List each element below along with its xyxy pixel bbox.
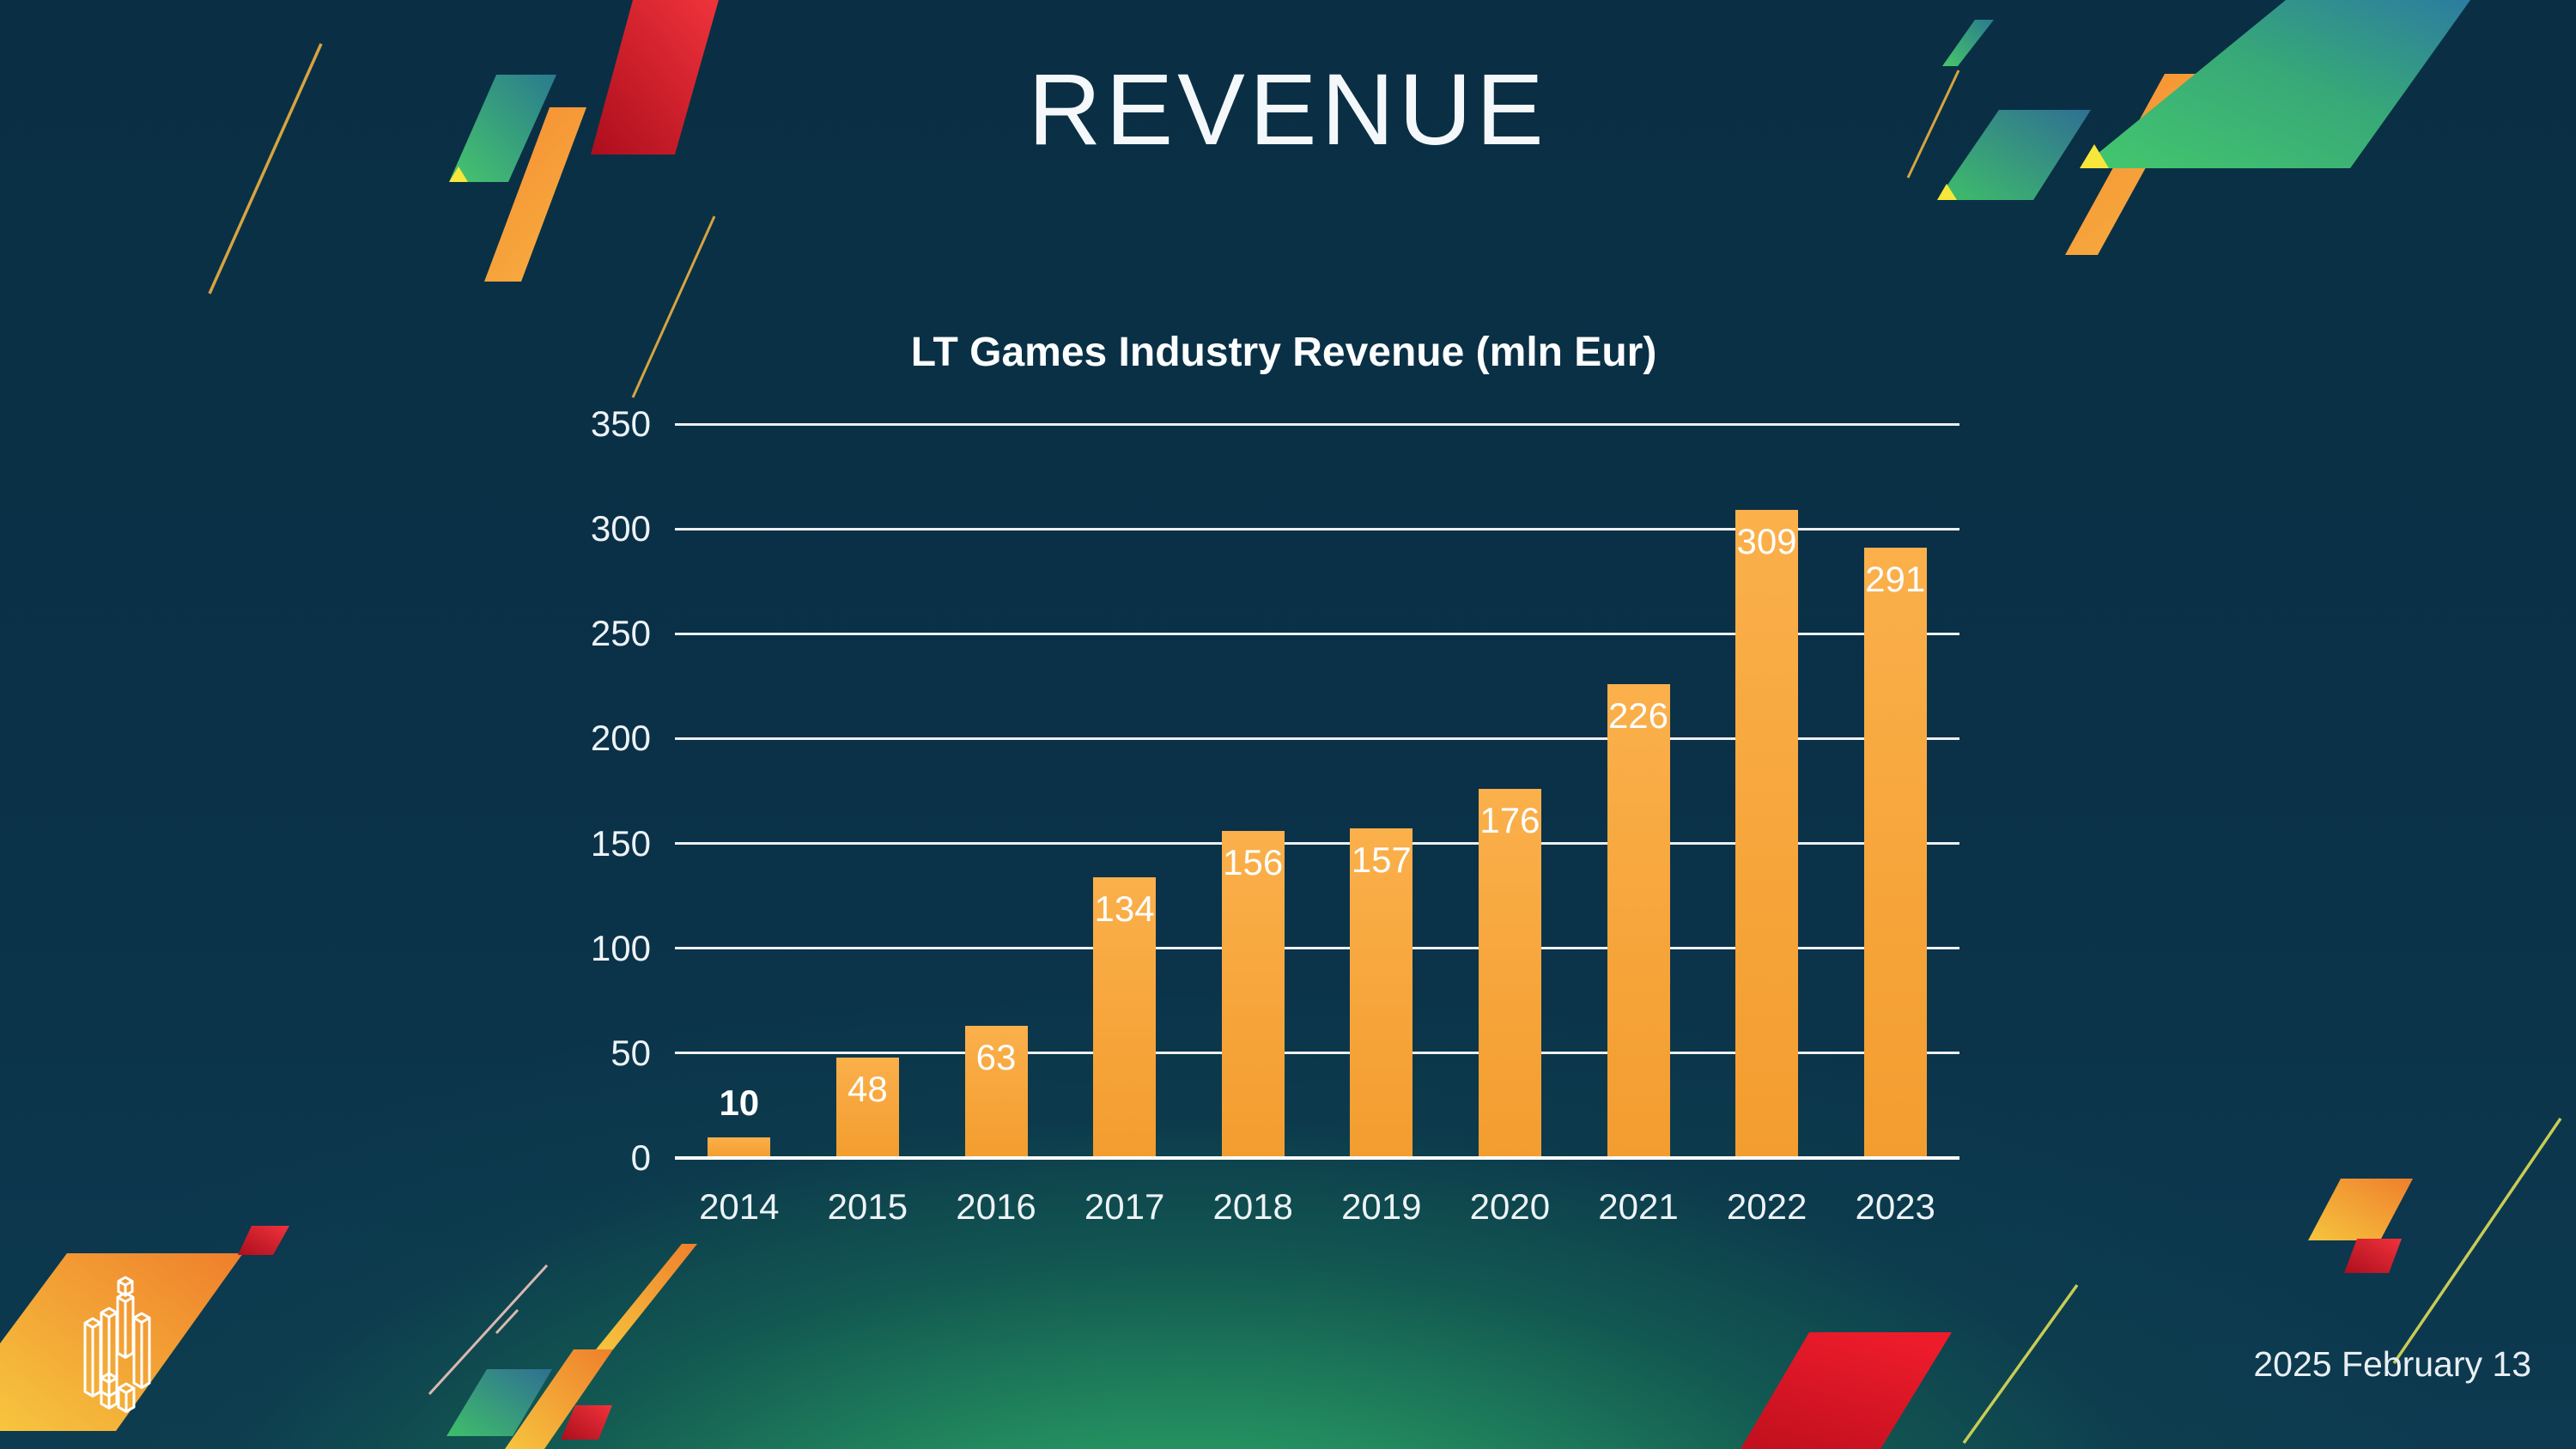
gridline [675,947,1959,950]
bar-2014: 10 [708,1083,771,1158]
y-tick-label: 50 [611,1032,651,1073]
bar-value-label: 156 [1223,841,1284,882]
bar-2020: 176 [1478,789,1541,1158]
bar-2018: 156 [1221,830,1285,1158]
decor-line-bottom-right-2 [2392,1118,2562,1364]
bar-2023: 291 [1863,548,1927,1158]
decor-orange-tail-bottom-center [596,1244,697,1349]
y-tick-label: 200 [590,718,651,759]
x-axis-label: 2015 [827,1186,908,1227]
y-tick-label: 300 [590,508,651,549]
decor-green-parallelogram-bottom-center [447,1369,552,1436]
decor-line-top-left-2 [631,215,716,398]
bar-2019: 157 [1350,828,1413,1158]
x-axis-label: 2021 [1598,1186,1679,1227]
bar-value-label: 10 [719,1082,760,1124]
logo-icon [83,1276,151,1413]
gridline [675,842,1959,846]
gridline [675,527,1959,530]
x-axis-label: 2018 [1212,1186,1293,1227]
bar-value-label: 309 [1736,521,1797,562]
bar-value-label: 157 [1351,840,1412,881]
x-axis-label: 2020 [1469,1186,1551,1227]
x-axis-label: 2023 [1855,1186,1935,1227]
decor-line-bottom-center-2 [495,1308,519,1335]
y-tick-label: 100 [590,927,651,968]
decor-line-bottom-right-1 [1962,1283,2079,1445]
decor-big-red-parallelogram-bottom [1741,1332,1952,1449]
bar-value-label: 226 [1607,694,1669,736]
x-axis-label: 2019 [1341,1186,1422,1227]
x-axis-line [675,1156,1959,1160]
decor-green-parallelogram-top-left [449,75,556,182]
decor-big-green-parallelogram-top-right [2080,0,2470,168]
bar-value-label: 63 [975,1037,1017,1078]
y-tick-label: 250 [590,613,651,654]
decor-line-top-right-1 [1906,70,1960,179]
decor-yellow-triangle-top-right-2 [2080,144,2109,168]
y-tick-label: 0 [630,1137,651,1178]
gridline [675,632,1959,635]
bar-2017: 134 [1093,876,1157,1158]
y-tick-label: 150 [590,822,651,864]
decor-orange-parallelogram-bottom-right [2308,1179,2413,1240]
bar-2021: 226 [1607,683,1670,1158]
bar-value-label: 176 [1479,800,1540,841]
decor-green-sliver-top-right [1942,20,1994,66]
date-label: 2025 February 13 [2253,1344,2531,1384]
decor-line-bottom-center-1 [428,1264,549,1396]
gridline [675,422,1959,426]
decor-red-parallelogram-top-left [591,0,719,155]
decor-teal-parallelogram-top-right [1937,110,2091,200]
decor-line-top-left-1 [208,43,323,294]
decor-red-parallelogram-bottom-left [238,1226,289,1255]
x-axis-label: 2016 [956,1186,1036,1227]
slide-title: REVENUE [1028,53,1548,167]
bar-value-label: 134 [1094,888,1155,929]
decor-orange-logo-backdrop [0,1253,243,1431]
y-tick-label: 350 [590,403,651,444]
bar-2016: 63 [964,1026,1028,1158]
decor-orange-bar-top-left [484,107,586,282]
x-axis-label: 2017 [1084,1186,1165,1227]
decor-yellow-triangle-top-left [449,167,468,182]
gridline [675,1052,1959,1055]
chart-title: LT Games Industry Revenue (mln Eur) [910,330,1657,375]
x-axis-label: 2022 [1726,1186,1807,1227]
bar-2022: 309 [1735,510,1799,1158]
decor-orange-band-bottom-center [505,1349,613,1449]
plot-area: 10 48 63 134 156 157 176 226 309 291 [675,422,1959,1158]
bar-value-label: 291 [1865,559,1926,600]
bar-2015: 48 [835,1057,899,1158]
decor-red-parallelogram-bottom-right [2344,1239,2402,1273]
decor-red-parallelogram-bottom-center [561,1405,612,1440]
x-axis-label: 2014 [699,1186,780,1227]
bar-value-label: 48 [848,1068,888,1109]
decor-yellow-triangle-top-right-1 [1937,184,1957,200]
gridline [675,737,1959,740]
